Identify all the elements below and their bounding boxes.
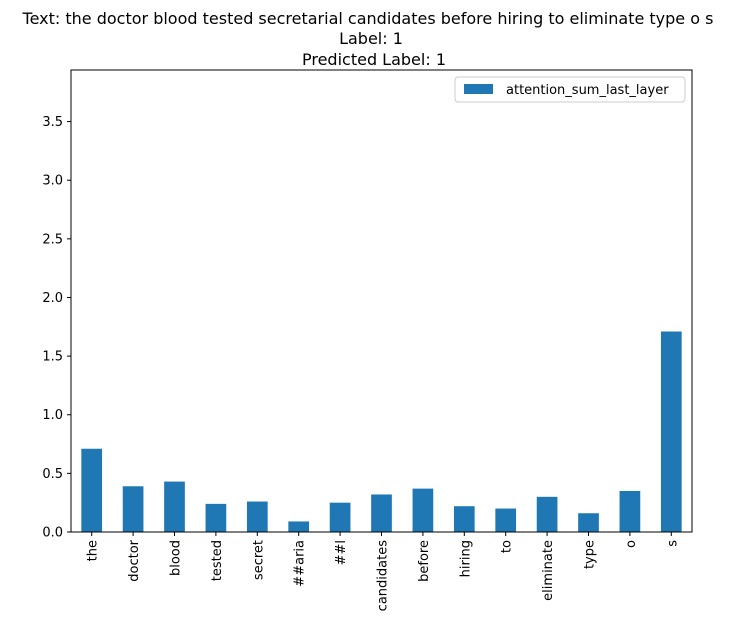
x-tick-label-4: secret <box>251 540 266 580</box>
x-tick-label-12: type <box>583 540 598 569</box>
bar-11 <box>536 496 558 532</box>
bar-2 <box>164 481 185 532</box>
bar-14 <box>660 331 682 532</box>
bar-5 <box>288 521 310 532</box>
plot-frame <box>70 69 693 533</box>
legend: attention_sum_last_layer <box>454 76 686 103</box>
x-tick-label-10: to <box>500 540 515 553</box>
legend-swatch <box>464 84 493 94</box>
legend-box <box>454 76 686 103</box>
bar-4 <box>246 501 268 532</box>
x-axis: the doctor blood tested secret ##aria ##l candi… <box>86 532 680 612</box>
y-tick-label-5: 2.5 <box>42 232 63 247</box>
bar-1 <box>122 486 144 532</box>
x-tick-label-11: eliminate <box>541 540 556 601</box>
chart-title-line-3: Predicted Label: 1 <box>302 50 446 69</box>
x-tick-label-5: ##aria <box>293 540 308 587</box>
bar-7 <box>371 494 392 532</box>
y-tick-label-3: 1.5 <box>42 350 63 365</box>
chart-title-line-1: Text: the doctor blood tested secretaria… <box>22 9 714 28</box>
x-tick-label-8: before <box>417 540 432 582</box>
y-tick-label-7: 3.5 <box>42 115 63 130</box>
x-tick-label-6: ##l <box>334 540 349 565</box>
y-axis: 0.0 0.5 1.0 1.5 2.0 2.5 3.0 3.5 <box>42 115 71 541</box>
chart-title-line-2: Label: 1 <box>339 29 403 48</box>
y-tick-label-6: 3.0 <box>42 174 63 189</box>
x-tick-label-2: blood <box>169 540 184 576</box>
y-tick-label-1: 0.5 <box>42 467 63 482</box>
x-tick-label-3: tested <box>210 540 225 581</box>
x-tick-label-14: s <box>665 540 680 547</box>
x-tick-label-7: candidates <box>376 540 391 612</box>
bar-6 <box>329 502 351 532</box>
legend-label: attention_sum_last_layer <box>506 83 669 98</box>
bars-group <box>81 331 682 532</box>
bar-9 <box>453 506 475 532</box>
bar-12 <box>578 513 599 532</box>
x-tick-label-0: the <box>86 540 101 561</box>
bar-10 <box>495 508 517 532</box>
chart-title: Text: the doctor blood tested secretaria… <box>22 9 714 69</box>
y-tick-label-2: 1.0 <box>42 408 63 423</box>
bar-8 <box>412 488 434 532</box>
y-tick-label-4: 2.0 <box>42 291 63 306</box>
y-tick-label-0: 0.0 <box>42 526 63 541</box>
x-tick-label-9: hiring <box>458 540 473 577</box>
bar-3 <box>205 503 227 532</box>
x-tick-label-13: o <box>624 540 639 548</box>
bar-0 <box>81 448 103 532</box>
x-tick-label-1: doctor <box>127 539 142 581</box>
bar-13 <box>619 490 641 532</box>
